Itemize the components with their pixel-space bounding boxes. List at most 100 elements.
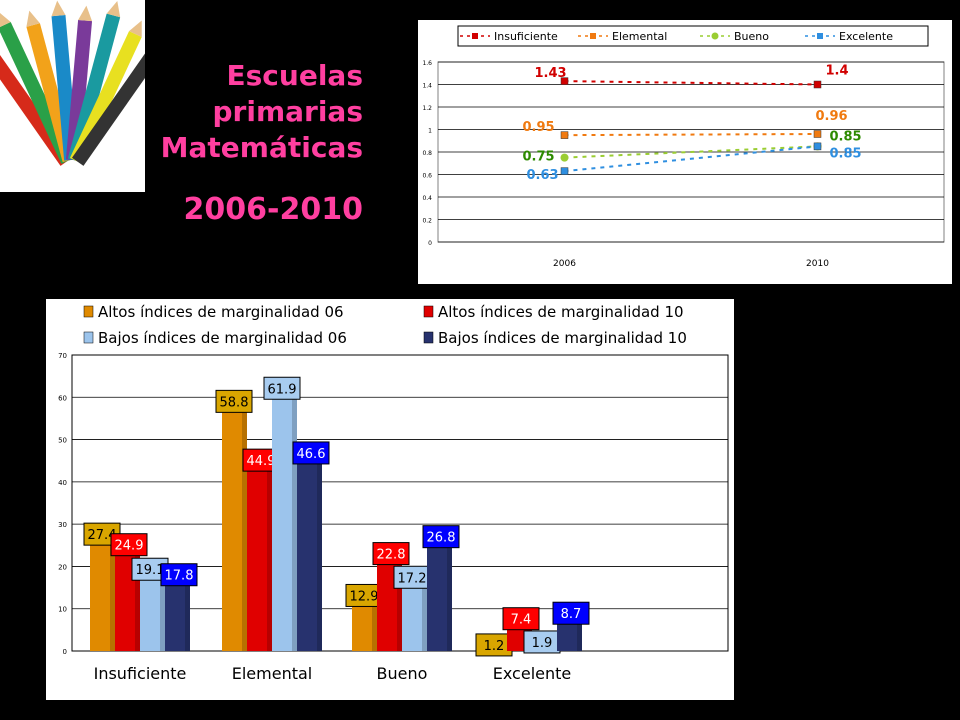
data-point (560, 77, 569, 85)
title-line: Escuelas (226, 59, 363, 92)
x-tick-label: 2006 (553, 259, 576, 269)
data-label: 1.4 (826, 64, 849, 79)
y-tick-label: 1.4 (422, 83, 432, 90)
data-label: 0.96 (816, 109, 848, 124)
data-label: 44.9 (247, 454, 276, 469)
legend-label: Bajos índices de marginalidad 10 (438, 329, 687, 347)
y-tick-label: 1 (428, 128, 432, 135)
bar-shade (135, 545, 140, 651)
y-tick-label: 0 (63, 648, 67, 656)
bar (247, 461, 272, 651)
data-label: 17.8 (165, 569, 194, 584)
line-chart: 0 0.2 0.4 0.6 0.8 1 1.2 1.4 1.6 2006 2010 Insuficie… (418, 20, 952, 284)
category-label: Elemental (232, 664, 313, 683)
bar (402, 578, 427, 651)
data-point (813, 80, 822, 89)
bar-chart-svg: 0 10 20 30 40 50 60 70 Altos índices de marginal… (58, 303, 729, 683)
bar (427, 537, 452, 651)
bar (297, 453, 322, 651)
legend-swatch (423, 331, 434, 344)
y-tick-label: 60 (58, 394, 67, 402)
data-label: 22.8 (377, 548, 406, 563)
data-label-box (422, 525, 460, 549)
data-label: 1.43 (535, 66, 567, 81)
legend-swatch (83, 305, 94, 318)
bar-chart: 0 10 20 30 40 50 60 70 Altos índices de marginal… (46, 299, 734, 700)
legend-swatch (83, 331, 94, 344)
y-tick-label: 0.2 (422, 218, 432, 225)
series-line (564, 80, 818, 86)
legend-label: Altos índices de marginalidad 10 (438, 303, 684, 321)
data-point (813, 130, 822, 138)
y-tick-label: 0 (428, 240, 432, 247)
bar-shade (317, 453, 322, 651)
data-label: 19.1 (136, 563, 165, 578)
legend-swatch (423, 305, 434, 318)
y-tick-label: 1.2 (422, 105, 432, 112)
data-label: 0.85 (830, 129, 862, 144)
x-tick-label: 2010 (806, 259, 829, 269)
legend-label: Elemental (612, 30, 667, 43)
bar-shade (110, 535, 115, 651)
data-label: 24.9 (115, 539, 144, 554)
legend-label: Insuficiente (494, 30, 558, 43)
data-label: 58.8 (220, 395, 249, 410)
legend-marker (472, 33, 478, 39)
category-label: Excelente (493, 664, 571, 683)
bar (272, 389, 297, 651)
y-tick-label: 0.8 (422, 150, 432, 157)
data-label: 27.4 (88, 528, 117, 543)
data-label: 8.7 (561, 607, 582, 622)
title-line: primarias (212, 95, 364, 128)
data-label-box (110, 533, 148, 557)
data-label-box (160, 563, 198, 587)
bar-shade (267, 461, 272, 651)
legend-marker (817, 33, 823, 39)
legend-label: Bueno (734, 30, 769, 43)
data-label-box (263, 376, 301, 400)
bar (222, 402, 247, 651)
legend-label: Bajos índices de marginalidad 06 (98, 329, 347, 347)
data-label-box (215, 389, 253, 413)
data-label: 61.9 (268, 382, 297, 397)
data-label: 0.63 (527, 168, 559, 183)
data-label-box (552, 601, 590, 625)
bar-shade (422, 578, 427, 651)
data-label: 12.9 (350, 589, 379, 604)
y-tick-label: 40 (58, 479, 67, 487)
data-label: 0.95 (523, 120, 555, 135)
y-tick-label: 1.6 (422, 60, 432, 67)
data-point (813, 142, 822, 151)
bar-shade (242, 402, 247, 651)
data-label-box (292, 441, 330, 465)
y-tick-label: 0.6 (422, 173, 432, 180)
bar (165, 575, 190, 651)
bar-shade (397, 554, 402, 651)
data-label: 1.9 (532, 636, 553, 651)
data-label: 7.4 (511, 613, 532, 628)
category-label: Bueno (377, 664, 428, 683)
series-line (564, 145, 818, 173)
data-label: 26.8 (427, 531, 456, 546)
slide-title: Escuelas primarias Matemáticas (161, 58, 363, 166)
data-label: 46.6 (297, 447, 326, 462)
data-point (560, 167, 569, 175)
y-tick-label: 0.4 (422, 195, 432, 202)
bar-shade (372, 596, 377, 651)
legend: Insuficiente Elemental Bueno Excelente (457, 25, 929, 47)
data-point (560, 131, 569, 139)
y-tick-label: 20 (58, 563, 67, 571)
years-subtitle: 2006-2010 (183, 192, 363, 227)
bar-shade (160, 570, 165, 651)
category-label: Insuficiente (94, 664, 187, 683)
colored-pencils-photo (0, 0, 145, 192)
data-point (560, 153, 569, 162)
legend: Altos índices de marginalidad 06 Altos ín… (83, 303, 687, 347)
series-line (564, 145, 818, 159)
data-label: 0.85 (830, 146, 862, 161)
legend-label: Altos índices de marginalidad 06 (98, 303, 344, 321)
legend-marker (590, 33, 596, 39)
data-label: 1.2 (484, 639, 505, 654)
bar-shade (577, 614, 582, 651)
data-label: 17.2 (398, 571, 427, 586)
